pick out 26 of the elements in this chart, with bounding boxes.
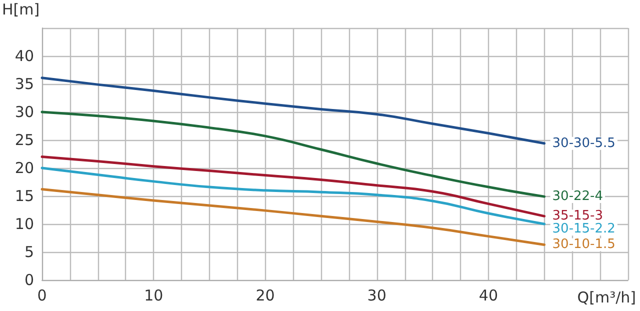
series-label: 30-15-2.2 bbox=[552, 222, 616, 237]
series-label: 30-22-4 bbox=[552, 189, 604, 204]
series-label: 35-15-3 bbox=[552, 208, 604, 224]
x-tick-label: 0 bbox=[37, 286, 47, 304]
y-axis-title: H[m] bbox=[2, 0, 40, 18]
series-label: 30-10-1.5 bbox=[552, 237, 616, 252]
y-tick-label: 10 bbox=[14, 215, 34, 233]
x-tick-label: 20 bbox=[256, 286, 275, 304]
line-series bbox=[40, 76, 546, 145]
y-tick-label: 15 bbox=[14, 187, 34, 205]
y-tick-label: 35 bbox=[14, 75, 34, 93]
y-tick-label: 20 bbox=[14, 159, 34, 177]
line-series bbox=[40, 156, 546, 218]
y-tick-label: 25 bbox=[14, 131, 34, 149]
line-series bbox=[40, 166, 546, 226]
y-tick-label: 30 bbox=[14, 103, 34, 121]
line-series bbox=[40, 110, 546, 198]
x-tick-label: 30 bbox=[367, 286, 386, 304]
x-axis-title: Q[m³/h] bbox=[577, 288, 636, 306]
y-tick-label: 5 bbox=[24, 243, 34, 261]
y-tick-label: 40 bbox=[14, 47, 34, 65]
line-series bbox=[40, 188, 546, 246]
x-tick-label: 10 bbox=[144, 286, 164, 304]
x-tick-label: 40 bbox=[478, 286, 498, 304]
series-label: 30-30-5.5 bbox=[552, 136, 616, 151]
y-tick-label: 0 bbox=[24, 271, 34, 289]
